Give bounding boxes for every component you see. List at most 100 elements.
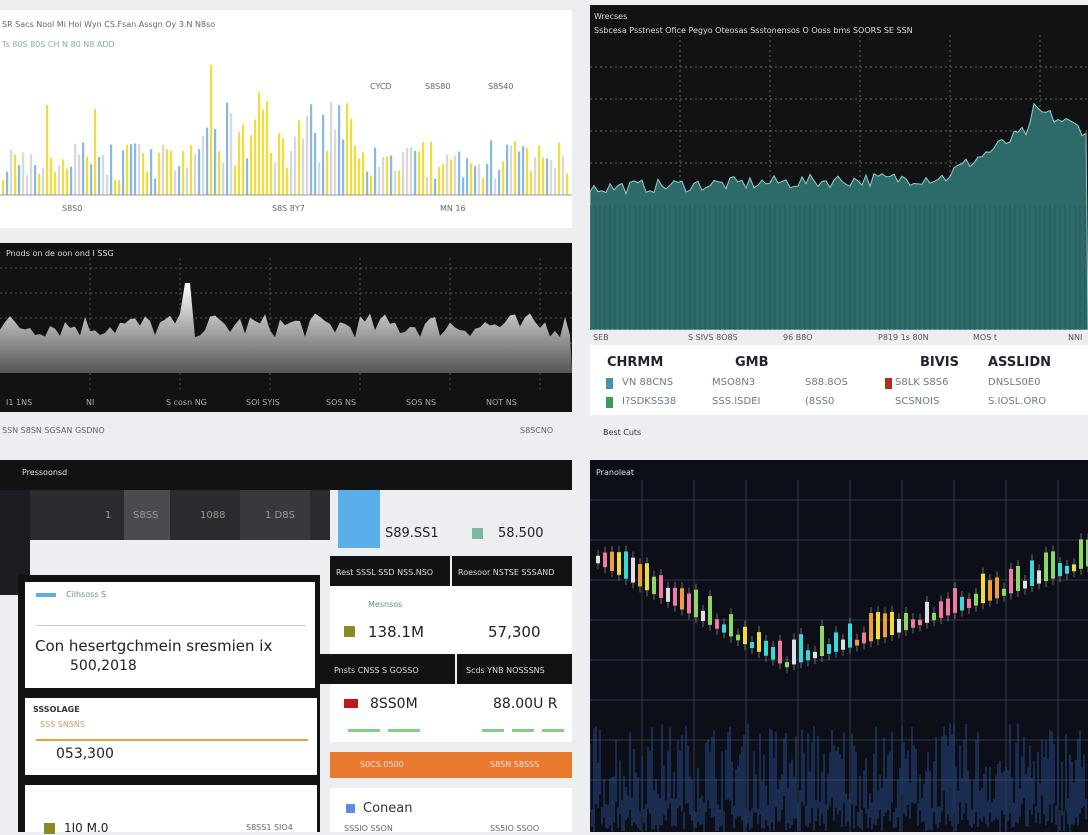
- axis-label: S SIVS 8O8S: [688, 333, 738, 342]
- bar: [550, 160, 553, 195]
- bar: [306, 116, 309, 195]
- card-value: 500,2018: [70, 658, 137, 674]
- candle: [1002, 588, 1006, 596]
- candle: [596, 555, 600, 564]
- card-label: Mesnsos: [368, 600, 403, 609]
- bar: [438, 167, 441, 195]
- card-value: 88.00U R: [493, 696, 558, 712]
- bar: [394, 171, 397, 195]
- bar: [330, 102, 333, 195]
- teal-chart: [590, 35, 1088, 330]
- bar: [326, 150, 329, 195]
- axis-label: S8S 8Y7: [272, 204, 305, 213]
- bar: [554, 168, 557, 195]
- bar: [542, 157, 545, 195]
- bar: [562, 155, 565, 195]
- panel-title: Pranoleat: [596, 468, 635, 477]
- candle: [1016, 565, 1020, 591]
- bar: [354, 145, 357, 195]
- swatch: [344, 626, 355, 637]
- bar: [334, 129, 337, 195]
- card-value: 138.1M: [368, 623, 424, 641]
- tab[interactable]: [452, 556, 572, 586]
- card: [330, 788, 572, 832]
- bar: [42, 168, 45, 195]
- bar: [74, 143, 77, 195]
- axis-label: MN 16: [440, 204, 466, 213]
- table-header: CHRMM: [607, 355, 664, 370]
- bar: [98, 156, 101, 195]
- card-label: SSSOLAGE: [33, 705, 80, 714]
- axis-label: S8S0: [62, 204, 83, 213]
- area: [590, 102, 1088, 330]
- candle: [687, 593, 691, 614]
- candle: [918, 619, 922, 626]
- bar: [482, 178, 485, 195]
- candle: [764, 640, 768, 656]
- bar: [358, 158, 361, 195]
- card-text: Con hesertgchmein sresmien ix: [35, 637, 273, 655]
- bar: [342, 139, 345, 195]
- axis-label: I1 1NS: [6, 398, 33, 407]
- axis-label: SOI SYIS: [246, 398, 280, 407]
- bar: [58, 165, 61, 195]
- candle: [974, 593, 978, 606]
- candle: [995, 577, 999, 599]
- bar: [474, 166, 477, 195]
- candle: [862, 632, 866, 644]
- table-cell: SSS.ISDEI: [712, 396, 761, 407]
- bar: [90, 164, 93, 195]
- bar: [458, 151, 461, 195]
- table-cell: MSO8N3: [712, 377, 756, 388]
- bar: [530, 170, 533, 195]
- candle: [799, 634, 803, 663]
- kpi: S89.SS1: [385, 526, 439, 541]
- tab-label: Scds YNB NOSSSNS: [466, 666, 545, 675]
- bar: [410, 147, 413, 195]
- bar: [134, 143, 137, 195]
- bar: [246, 158, 249, 195]
- card: [330, 586, 572, 654]
- bar: [538, 145, 541, 195]
- card-sub: SSS SNSNS: [40, 720, 85, 729]
- icon-tile: [338, 490, 380, 548]
- bar: [490, 140, 493, 195]
- candle: [736, 634, 740, 641]
- table-cell: S.IOSL.ORO: [988, 396, 1047, 407]
- axis-label: NNI: [1068, 333, 1083, 342]
- card: [25, 582, 315, 688]
- tab[interactable]: [457, 654, 572, 684]
- footer: Best Cuts: [603, 428, 642, 437]
- bar: [54, 172, 57, 195]
- bar: [86, 156, 89, 195]
- candle: [1079, 539, 1083, 569]
- bar: [158, 152, 161, 195]
- bar: [118, 179, 121, 195]
- bar: [102, 154, 105, 195]
- candle: [848, 623, 852, 648]
- candle: [806, 650, 810, 661]
- candle: [883, 613, 887, 638]
- accent: [36, 593, 56, 597]
- legend: S8S80: [425, 82, 451, 91]
- panel-subtitle: Ts 80S 80S CH N 80 N8 ADD: [2, 40, 115, 49]
- bar: [378, 166, 381, 195]
- candle: [876, 612, 880, 640]
- tab[interactable]: [330, 556, 450, 586]
- candle: [610, 551, 614, 571]
- axis-label: S cosn NG: [166, 398, 207, 407]
- bar: [94, 109, 97, 195]
- action-bar[interactable]: [330, 752, 572, 778]
- candle: [960, 596, 964, 611]
- tab[interactable]: [318, 654, 455, 684]
- bar: [214, 128, 217, 195]
- bar: [202, 135, 205, 195]
- bar: [454, 155, 457, 195]
- candle: [603, 552, 607, 568]
- bar: [346, 103, 349, 195]
- bar: [186, 167, 189, 195]
- bar: [114, 179, 117, 195]
- bar: [510, 145, 513, 195]
- action-label: S8SN S8SSS: [490, 760, 540, 769]
- bar: [486, 163, 489, 195]
